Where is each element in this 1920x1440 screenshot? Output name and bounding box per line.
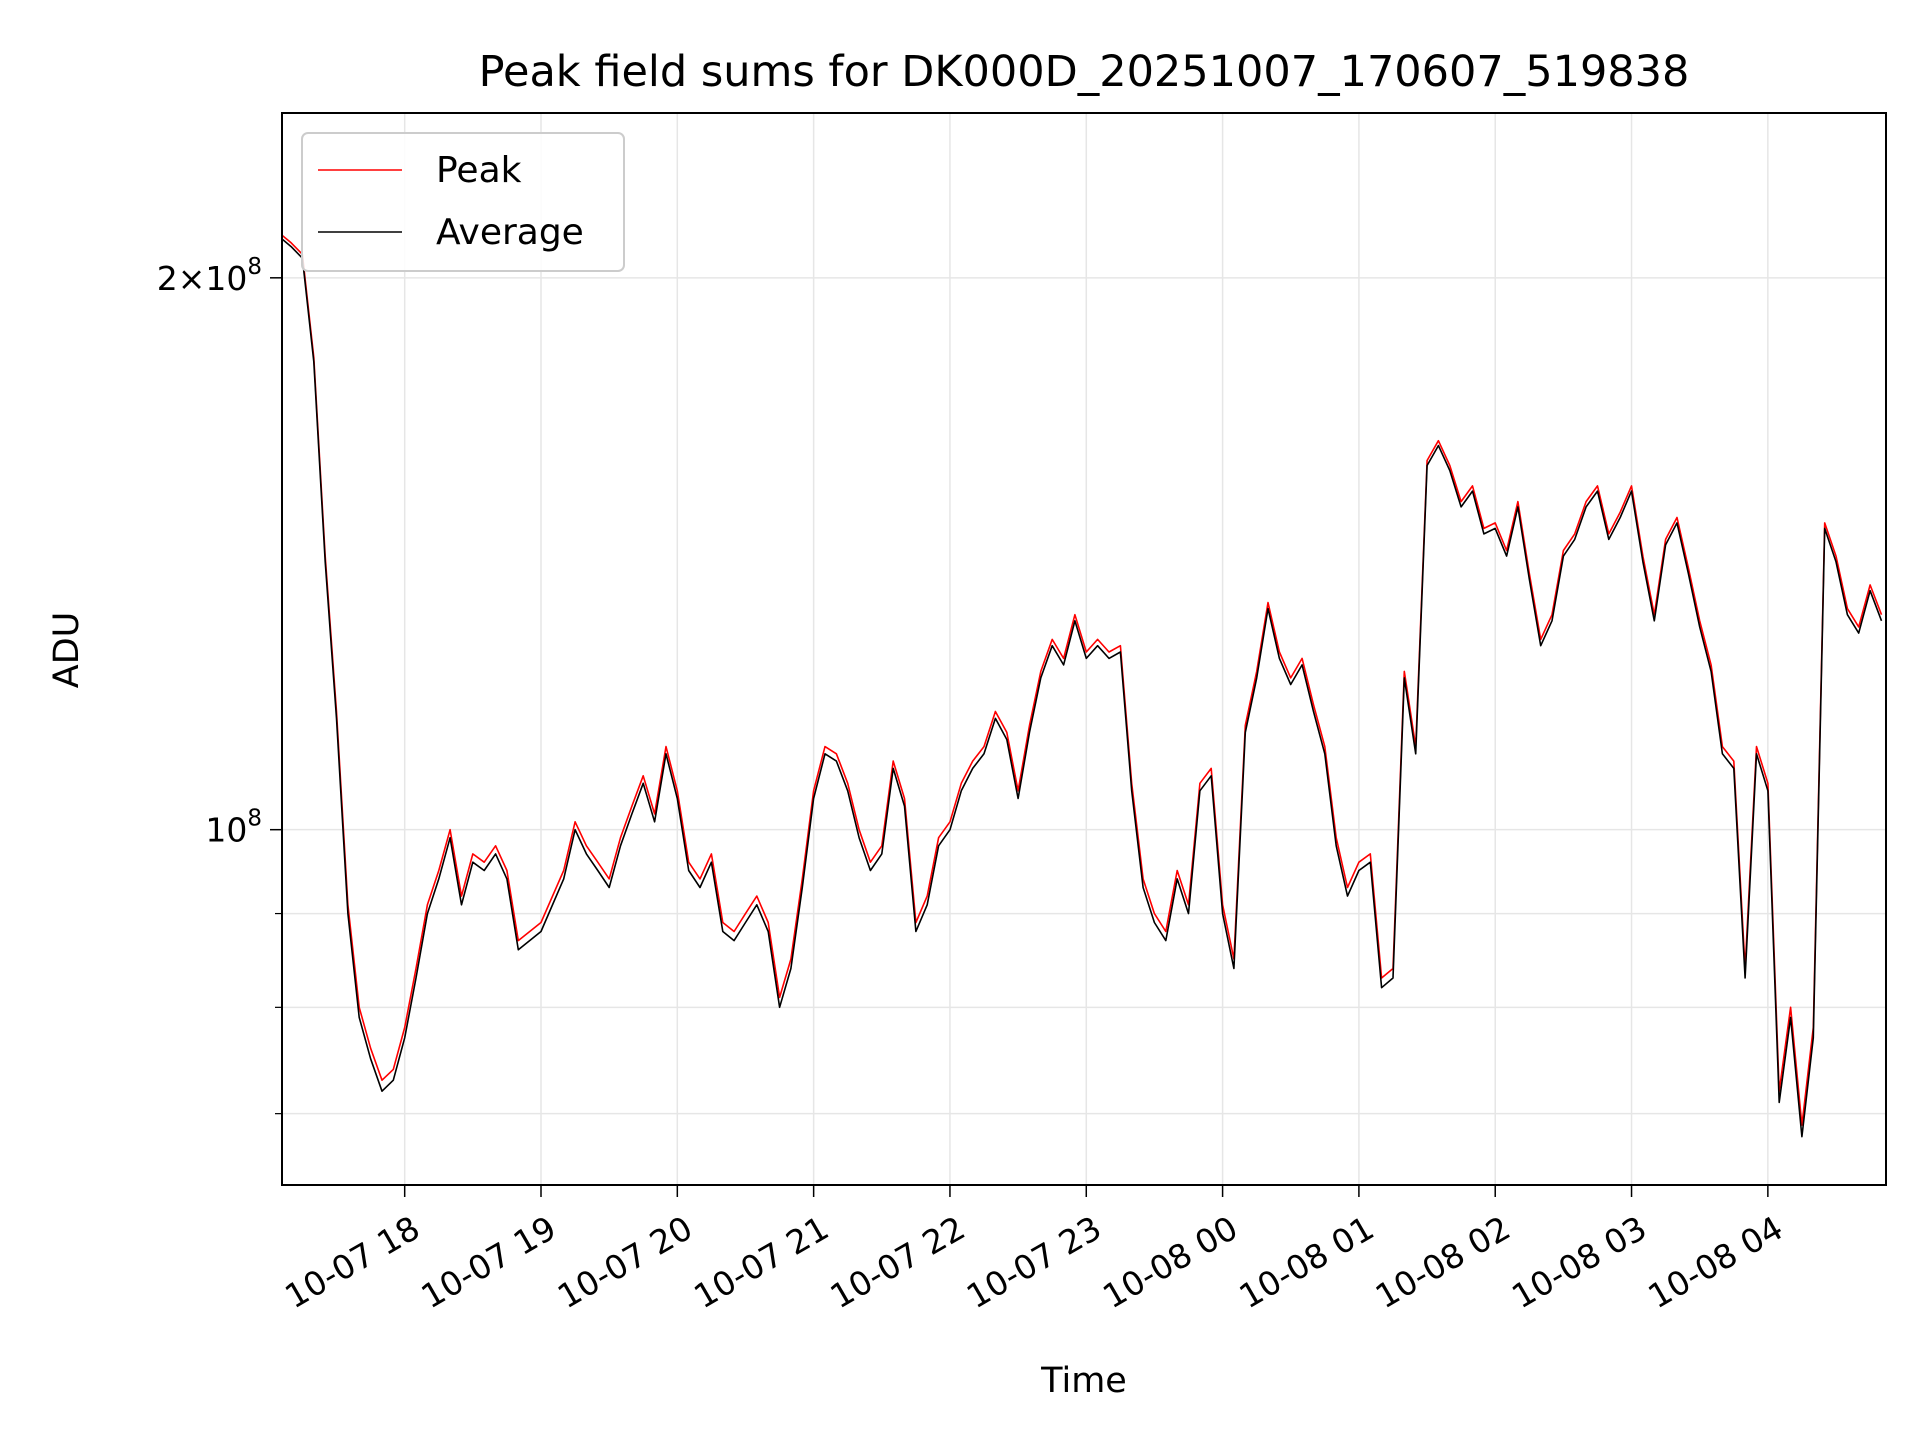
series-layer bbox=[282, 234, 1883, 1138]
legend-label-peak: Peak bbox=[436, 150, 522, 191]
y-tick-base: 10 bbox=[205, 259, 247, 298]
x-axis-label: Time bbox=[1040, 1361, 1127, 1401]
y-tick-exp: 8 bbox=[247, 806, 262, 832]
legend-label-average: Average bbox=[436, 212, 584, 253]
chart-title: Peak field sums for DK000D_20251007_1706… bbox=[479, 47, 1690, 97]
y-tick-label: 2×108 bbox=[157, 254, 262, 298]
y-tick-coef: 2 bbox=[157, 259, 178, 298]
y-axis-label: ADU bbox=[47, 612, 87, 689]
series-line-peak bbox=[282, 234, 1883, 1126]
y-tick-times: × bbox=[178, 259, 206, 298]
legend: Peak Average bbox=[301, 132, 625, 272]
y-tick-label: 108 bbox=[205, 806, 262, 850]
plot-frame bbox=[281, 112, 1887, 1186]
y-tick-base: 10 bbox=[205, 811, 247, 850]
y-tick-exp: 8 bbox=[247, 254, 262, 280]
grid bbox=[282, 113, 1886, 1185]
series-line-average bbox=[282, 238, 1883, 1138]
legend-box bbox=[301, 132, 625, 272]
